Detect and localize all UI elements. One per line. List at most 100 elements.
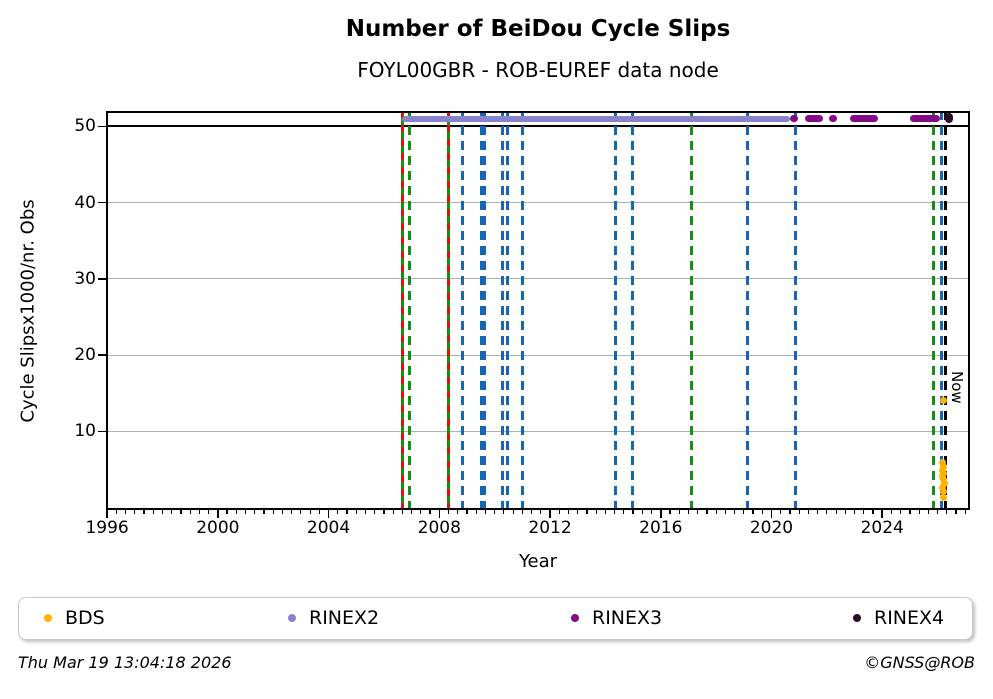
x-tick-label: 2004 — [306, 518, 351, 538]
x-minor-tick — [706, 510, 708, 514]
data-point-bds — [940, 479, 948, 487]
x-minor-tick — [115, 510, 117, 514]
x-minor-tick — [946, 510, 948, 514]
y-tick — [98, 430, 106, 433]
x-minor-tick — [318, 510, 320, 514]
y-gridline — [106, 430, 970, 432]
x-minor-tick — [558, 510, 560, 514]
bds-marker-icon — [44, 614, 52, 622]
x-minor-tick — [604, 510, 606, 514]
x-minor-tick — [530, 510, 533, 514]
series-segment-rinex2 — [402, 115, 791, 122]
legend-box: BDS RINEX2 RINEX3 RINEX4 — [18, 597, 973, 640]
legend-label: BDS — [65, 607, 105, 629]
x-minor-tick — [337, 510, 339, 514]
x-minor-tick — [937, 510, 939, 514]
x-minor-tick — [171, 510, 173, 514]
x-minor-tick — [835, 510, 837, 514]
x-tick — [438, 510, 441, 518]
x-minor-tick — [226, 510, 228, 514]
series-segment-rinex3 — [829, 115, 838, 123]
x-minor-tick — [807, 510, 809, 514]
x-tick — [770, 510, 773, 518]
x-minor-tick — [254, 510, 256, 514]
event-line-blue — [460, 111, 464, 510]
x-minor-tick — [614, 510, 616, 514]
event-line-blue — [940, 111, 944, 510]
legend-label: RINEX4 — [874, 607, 945, 629]
x-minor-tick — [697, 510, 699, 514]
x-minor-tick — [309, 510, 311, 514]
x-minor-tick — [853, 510, 856, 514]
y-tick-label: 40 — [74, 192, 96, 213]
data-point-bds — [940, 463, 948, 470]
x-minor-tick — [586, 510, 588, 514]
x-tick — [881, 510, 883, 518]
x-minor-tick — [927, 510, 929, 514]
x-minor-tick — [817, 510, 819, 514]
x-minor-tick — [235, 510, 237, 514]
x-minor-tick — [189, 510, 191, 514]
event-line-green — [932, 111, 936, 510]
x-minor-tick — [798, 510, 800, 514]
data-point-bds — [939, 494, 947, 502]
x-minor-tick — [291, 510, 293, 514]
series-segment-rinex3 — [850, 115, 879, 123]
x-minor-tick — [374, 510, 376, 514]
x-minor-tick — [300, 510, 302, 514]
x-minor-tick — [632, 510, 634, 514]
x-minor-tick — [844, 510, 846, 514]
x-minor-tick — [918, 510, 920, 514]
x-minor-tick — [761, 510, 763, 514]
x-tick — [549, 510, 551, 518]
y-tick-label: 20 — [74, 345, 96, 366]
threshold-line — [106, 125, 970, 128]
x-tick-label: 2016 — [639, 518, 683, 538]
event-line-blue — [631, 111, 635, 510]
legend-label: RINEX2 — [309, 607, 380, 629]
y-tick-label: 10 — [74, 421, 96, 442]
x-minor-tick — [623, 510, 625, 514]
rinex2-marker-icon — [288, 614, 296, 622]
x-axis-label: Year — [518, 551, 558, 572]
x-minor-tick — [780, 510, 782, 514]
x-minor-tick — [669, 510, 671, 514]
series-segment-rinex3 — [909, 115, 941, 123]
x-minor-tick — [152, 510, 154, 514]
x-minor-tick — [198, 510, 200, 514]
chart-subtitle: FOYL00GBR - ROB-EUREF data node — [357, 58, 719, 82]
y-gridline — [106, 354, 970, 356]
x-minor-tick — [909, 510, 911, 514]
x-minor-tick — [263, 510, 265, 514]
x-minor-tick — [401, 510, 403, 514]
y-tick — [98, 278, 106, 280]
event-line-green — [408, 111, 412, 510]
data-point-bds — [939, 396, 947, 404]
x-tick — [660, 510, 662, 518]
legend-item-rinex4: RINEX4 — [853, 598, 944, 638]
x-minor-tick — [900, 510, 902, 514]
event-line-blue — [479, 111, 483, 510]
x-minor-tick — [143, 510, 145, 514]
x-minor-tick — [724, 510, 726, 514]
now-annotation: Now — [948, 371, 966, 404]
x-minor-tick — [392, 510, 394, 514]
x-minor-tick — [420, 510, 422, 514]
event-line-green — [689, 111, 693, 510]
rinex3-marker-icon — [571, 614, 579, 622]
x-minor-tick — [826, 510, 828, 514]
legend-label: RINEX3 — [592, 607, 663, 629]
x-tick-label: 2012 — [528, 518, 572, 538]
x-minor-tick — [678, 510, 680, 514]
x-tick — [106, 510, 108, 518]
x-minor-tick — [955, 510, 957, 514]
data-point-bds — [939, 483, 947, 491]
event-line-blue — [483, 111, 487, 510]
x-minor-tick — [752, 510, 754, 514]
x-minor-tick — [577, 510, 579, 514]
x-tick-label: 2024 — [860, 518, 904, 538]
legend-item-rinex3: RINEX3 — [571, 598, 662, 638]
series-segment-rinex3 — [790, 115, 799, 123]
rinex4-marker-icon — [853, 614, 861, 622]
